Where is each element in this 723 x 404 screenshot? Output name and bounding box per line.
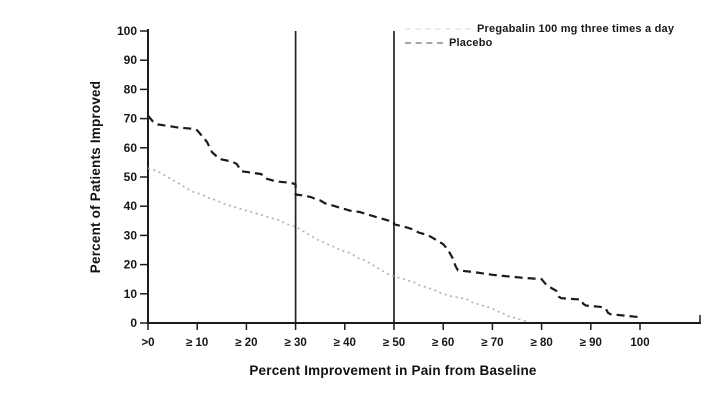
x-tick-label: ≥ 80 bbox=[530, 337, 552, 349]
axes bbox=[147, 29, 701, 324]
placebo-line-sample-icon bbox=[405, 42, 443, 44]
y-tick-label: 50 bbox=[124, 170, 138, 184]
y-axis-title: Percent of Patients Improved bbox=[88, 81, 103, 273]
x-tick-label: ≥ 40 bbox=[334, 337, 356, 349]
y-tick-label: 30 bbox=[124, 228, 138, 242]
y-tick-label: 100 bbox=[117, 24, 137, 38]
x-tick-label: ≥ 90 bbox=[580, 337, 602, 349]
legend: Pregabalin 100 mg three times a day Plac… bbox=[405, 22, 674, 50]
y-tick-label: 20 bbox=[124, 258, 138, 272]
legend-label-pregabalin: Pregabalin 100 mg three times a day bbox=[477, 23, 675, 35]
x-tick-label: ≥ 20 bbox=[235, 337, 257, 349]
y-tick-label: 80 bbox=[124, 82, 138, 96]
x-tick-label: >0 bbox=[141, 337, 154, 349]
series-line-placebo bbox=[147, 167, 528, 323]
series-line-pregabalin bbox=[147, 114, 641, 319]
x-tick-label: ≥ 10 bbox=[186, 337, 208, 349]
y-tick-label: 10 bbox=[124, 287, 138, 301]
x-tick-label: ≥ 30 bbox=[284, 337, 306, 349]
y-tick-label: 90 bbox=[124, 53, 138, 67]
x-tick-label: ≥ 70 bbox=[481, 337, 503, 349]
y-tick-label: 70 bbox=[124, 112, 138, 126]
x-axis-title: Percent Improvement in Pain from Baselin… bbox=[249, 363, 537, 378]
x-axis-ticks: >0 ≥ 10 ≥ 20 ≥ 30 ≥ 40 ≥ 50 ≥ 60 ≥ 70 ≥ 80 ≥ 90 10… bbox=[141, 323, 650, 349]
y-axis-ticks: 0 10 20 30 40 50 60 70 80 90 100 bbox=[117, 24, 148, 330]
y-tick-label: 40 bbox=[124, 199, 138, 213]
reference-lines bbox=[294, 31, 395, 323]
legend-item-pregabalin: Pregabalin 100 mg three times a day bbox=[405, 22, 674, 36]
pregabalin-line-sample-icon bbox=[405, 28, 471, 30]
legend-item-placebo: Placebo bbox=[405, 36, 674, 50]
legend-label-placebo: Placebo bbox=[449, 37, 493, 49]
y-tick-label: 60 bbox=[124, 141, 138, 155]
y-tick-label: 0 bbox=[130, 316, 137, 330]
x-tick-label: ≥ 60 bbox=[432, 337, 454, 349]
x-tick-label: 100 bbox=[630, 337, 649, 349]
x-tick-label: ≥ 50 bbox=[383, 337, 405, 349]
series-lines bbox=[147, 114, 641, 323]
